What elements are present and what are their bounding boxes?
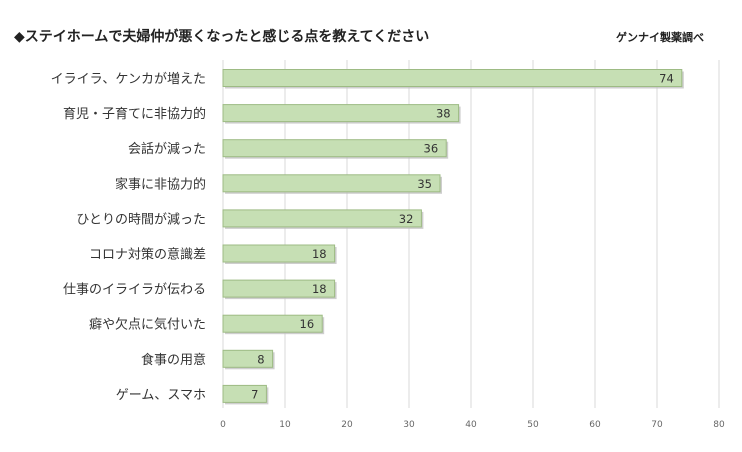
category-label: 家事に非協力的 — [115, 176, 206, 192]
data-label: 18 — [312, 282, 327, 296]
source-credit: ゲンナイ製薬調べ — [616, 31, 704, 44]
data-label: 18 — [312, 247, 327, 261]
bar — [222, 104, 460, 123]
chart-title: ◆ステイホームで夫婦仲が悪くなったと感じる点を教えてください — [14, 29, 430, 45]
bar — [222, 349, 274, 368]
category-label: ゲーム、スマホ — [116, 388, 206, 403]
data-label: 16 — [300, 317, 315, 331]
bar — [222, 69, 683, 87]
category-label: イライラ、ケンカが増えた — [51, 72, 206, 87]
x-tick-label: 10 — [279, 420, 291, 430]
data-label: 35 — [417, 177, 432, 191]
x-tick-label: 30 — [403, 420, 415, 430]
tick-layer: 0 10 20 30 40 50 60 70 80 — [220, 420, 725, 430]
data-label: 7 — [251, 387, 258, 401]
category-label: ひとりの時間が減った — [76, 211, 206, 227]
bar — [222, 314, 323, 333]
category-label: コロナ対策の意識差 — [89, 247, 206, 263]
category-label: 癖や欠点に気付いた — [89, 317, 206, 333]
x-tick-label: 40 — [465, 420, 477, 430]
bar — [222, 279, 336, 298]
bar — [222, 139, 447, 158]
category-label: 仕事のイライラが伝わる — [63, 283, 206, 298]
x-tick-label: 50 — [527, 420, 539, 430]
x-tick-label: 70 — [651, 420, 663, 430]
data-label: 32 — [399, 212, 414, 226]
x-tick-label: 0 — [220, 420, 226, 430]
data-label: 38 — [436, 107, 451, 121]
label-layer: イライラ、ケンカが増えた 74 育児・子育てに非協力的 38 会話が減った 36 家事に非協… — [51, 72, 674, 403]
x-tick-label: 80 — [713, 420, 725, 430]
category-label: 食事の用意 — [141, 352, 206, 368]
bar — [222, 384, 267, 403]
bar — [222, 174, 441, 193]
x-tick-label: 20 — [341, 420, 353, 430]
bar — [222, 244, 336, 263]
data-label: 36 — [424, 142, 439, 156]
category-label: 会話が減った — [128, 141, 206, 157]
data-label: 74 — [659, 72, 674, 86]
category-label: 育児・子育てに非協力的 — [63, 106, 206, 122]
bar-layer — [222, 69, 684, 405]
x-tick-label: 60 — [589, 420, 601, 430]
data-label: 8 — [257, 352, 264, 366]
bar — [222, 209, 422, 228]
